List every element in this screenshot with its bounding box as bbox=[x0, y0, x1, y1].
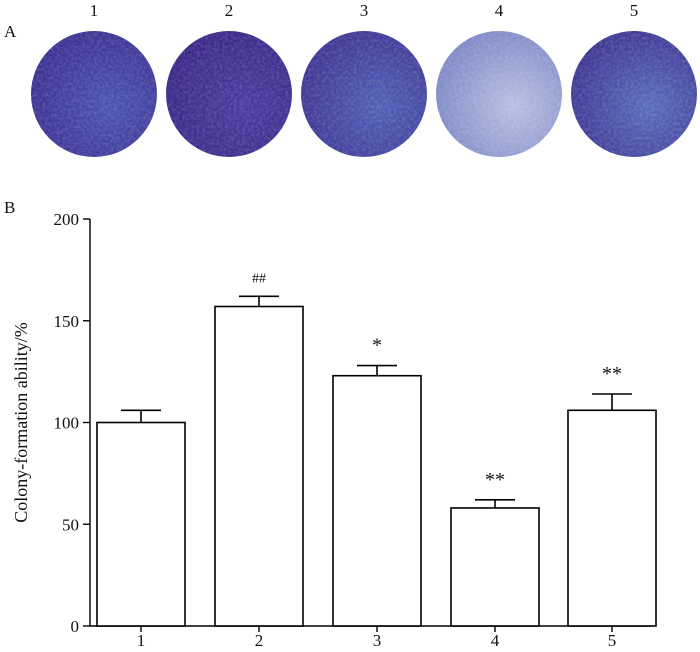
bar-3 bbox=[332, 374, 422, 627]
well-label-2: 2 bbox=[224, 1, 234, 20]
panel-a-label: A bbox=[4, 22, 17, 41]
well-texture-5 bbox=[571, 31, 697, 157]
colony-wells-panel bbox=[31, 31, 697, 157]
well-texture-3 bbox=[301, 31, 427, 157]
x-tick-label: 3 bbox=[373, 631, 382, 650]
bar-5 bbox=[567, 409, 657, 627]
bar-4 bbox=[450, 507, 540, 627]
y-tick-label: 50 bbox=[62, 515, 79, 534]
panel-b-label: B bbox=[4, 198, 16, 217]
well-texture-2 bbox=[166, 31, 292, 157]
well-texture-1 bbox=[31, 31, 157, 157]
well-label-1: 1 bbox=[89, 1, 99, 20]
x-tick-label: 2 bbox=[255, 631, 264, 650]
y-tick-label: 200 bbox=[54, 210, 80, 229]
bar-2 bbox=[214, 305, 304, 627]
y-tick-label: 100 bbox=[54, 414, 80, 433]
y-axis-label: Colony-formation ability/% bbox=[11, 322, 31, 522]
significance-mark-4: ** bbox=[485, 469, 505, 491]
bar-1 bbox=[96, 421, 186, 627]
well-label-5: 5 bbox=[629, 1, 639, 20]
well-texture-4 bbox=[436, 31, 562, 157]
x-tick-label: 5 bbox=[608, 631, 617, 650]
well-label-4: 4 bbox=[494, 1, 504, 20]
x-tick-label: 4 bbox=[491, 631, 500, 650]
y-tick-label: 0 bbox=[71, 617, 80, 636]
significance-mark-2: ## bbox=[252, 271, 266, 286]
significance-mark-3: * bbox=[372, 335, 382, 357]
x-tick-label: 1 bbox=[137, 631, 146, 650]
well-label-3: 3 bbox=[359, 1, 369, 20]
y-tick-label: 150 bbox=[54, 312, 80, 331]
significance-mark-5: ** bbox=[602, 363, 622, 385]
